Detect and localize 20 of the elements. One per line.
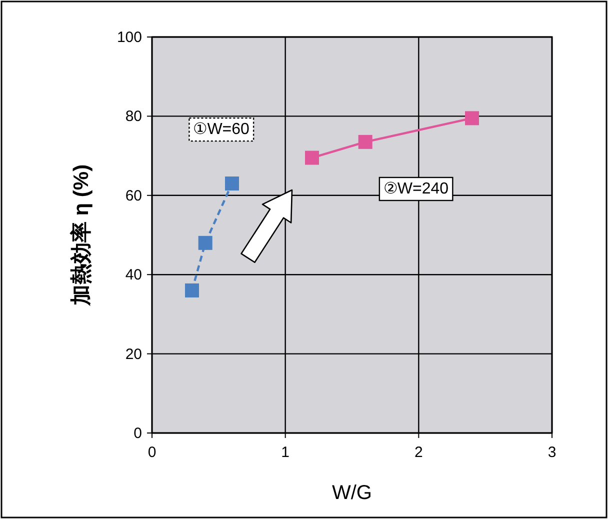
x-tick-label: 2 — [414, 444, 423, 461]
x-tick-label: 1 — [281, 444, 290, 461]
point — [358, 134, 372, 149]
text: ①W=60 — [193, 121, 250, 138]
y-tick-label: 20 — [125, 346, 142, 363]
point — [198, 236, 212, 250]
point — [305, 150, 319, 165]
y-tick-label: 80 — [125, 108, 142, 126]
y-tick-label: 0 — [134, 425, 142, 442]
y-tick-label: 100 — [116, 29, 142, 46]
x-tick-label: 0 — [148, 444, 156, 461]
x-tick-label: 3 — [548, 444, 556, 461]
point — [225, 176, 239, 191]
text: ②W=240 — [383, 180, 449, 198]
y-axis-title: 加熱効率 η (%) — [69, 164, 93, 307]
y-tick-label: 60 — [125, 187, 142, 204]
y-tick-label: 40 — [125, 266, 142, 284]
x-axis-title: W/G — [332, 482, 372, 504]
point — [465, 111, 479, 126]
point — [185, 283, 199, 298]
